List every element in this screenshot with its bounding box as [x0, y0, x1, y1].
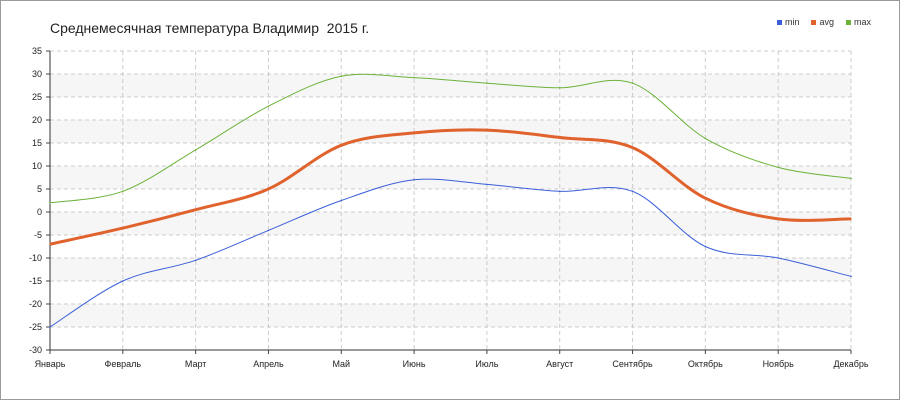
data-point-avg	[194, 208, 197, 211]
legend-label: max	[853, 17, 871, 27]
data-point-min	[413, 179, 415, 181]
legend-item-avg: avg	[811, 17, 834, 27]
data-point-max	[850, 177, 852, 180]
y-tick-label: -10	[29, 253, 42, 263]
y-tick-label: 25	[32, 92, 42, 102]
x-tick-label: Январь	[35, 359, 66, 369]
x-tick-label: Апрель	[253, 359, 284, 369]
data-point-max	[486, 82, 488, 84]
series-min	[49, 178, 852, 328]
data-point-max	[267, 105, 270, 107]
data-point-avg	[486, 129, 488, 131]
data-point-avg	[340, 144, 343, 147]
grid-band	[50, 304, 851, 327]
data-point-max	[704, 137, 707, 140]
legend-swatch	[776, 19, 782, 25]
data-point-min	[631, 190, 634, 193]
data-point-max	[122, 190, 124, 193]
data-point-max	[194, 149, 197, 151]
data-point-avg	[558, 136, 561, 139]
data-point-avg	[777, 218, 779, 220]
grid-band	[50, 166, 851, 189]
y-tick-label: 5	[37, 184, 42, 194]
data-point-min	[486, 183, 488, 186]
data-point-max	[777, 166, 779, 169]
x-tick-label: Июль	[475, 359, 498, 369]
x-tick-label: Октябрь	[688, 359, 723, 369]
x-tick-label: Сентябрь	[612, 359, 653, 369]
data-point-min	[558, 190, 561, 193]
data-point-min	[850, 275, 852, 278]
y-tick-label: 0	[37, 207, 42, 217]
series-avg	[49, 128, 852, 246]
x-tick-label: Февраль	[105, 359, 142, 369]
data-point-avg	[850, 218, 852, 220]
legend-label: avg	[819, 17, 834, 27]
y-tick-label: -25	[29, 322, 42, 332]
series-line-min	[49, 178, 852, 328]
y-tick-label: 20	[32, 115, 42, 125]
y-tick-label: 30	[32, 69, 42, 79]
data-point-avg	[49, 243, 51, 245]
data-point-avg	[704, 197, 707, 199]
y-tick-label: -15	[29, 276, 42, 286]
data-point-max	[340, 75, 343, 78]
data-point-min	[704, 245, 707, 248]
x-tick-label: Май	[332, 359, 350, 369]
x-tick-label: Август	[546, 359, 573, 369]
data-point-min	[777, 257, 779, 259]
grid-band	[50, 258, 851, 281]
y-tick-label: 35	[32, 46, 42, 56]
grid-band	[50, 212, 851, 235]
data-point-min	[49, 326, 51, 328]
x-tick-label: Март	[185, 359, 207, 369]
series-line-avg	[49, 128, 852, 246]
legend: min avg max	[776, 17, 871, 27]
y-tick-label: -30	[29, 345, 42, 355]
x-tick-label: Ноябрь	[763, 359, 795, 369]
data-point-max	[631, 82, 634, 84]
legend-swatch	[811, 19, 817, 25]
legend-item-min: min	[776, 17, 800, 27]
data-point-min	[122, 280, 124, 282]
y-tick-label: -5	[34, 230, 42, 240]
data-point-avg	[631, 146, 634, 149]
legend-swatch	[845, 19, 851, 25]
data-point-min	[340, 199, 343, 202]
data-point-max	[413, 76, 415, 79]
data-point-avg	[122, 227, 124, 229]
y-tick-label: 15	[32, 138, 42, 148]
data-point-max	[558, 87, 561, 89]
series-line-max	[49, 73, 852, 204]
data-point-max	[49, 202, 51, 204]
data-point-avg	[413, 132, 415, 134]
x-tick-label: Июнь	[403, 359, 426, 369]
y-tick-label: 10	[32, 161, 42, 171]
series-max	[49, 73, 852, 204]
data-point-min	[194, 259, 197, 262]
chart-title: Среднемесячная температура Владимир 2015…	[50, 20, 370, 36]
x-tick-label: Декабрь	[833, 359, 868, 369]
legend-label: min	[784, 17, 800, 27]
legend-item-max: max	[845, 17, 871, 27]
y-tick-label: -20	[29, 299, 42, 309]
data-point-avg	[267, 188, 270, 190]
data-point-min	[267, 229, 270, 232]
grid-band	[50, 74, 851, 97]
